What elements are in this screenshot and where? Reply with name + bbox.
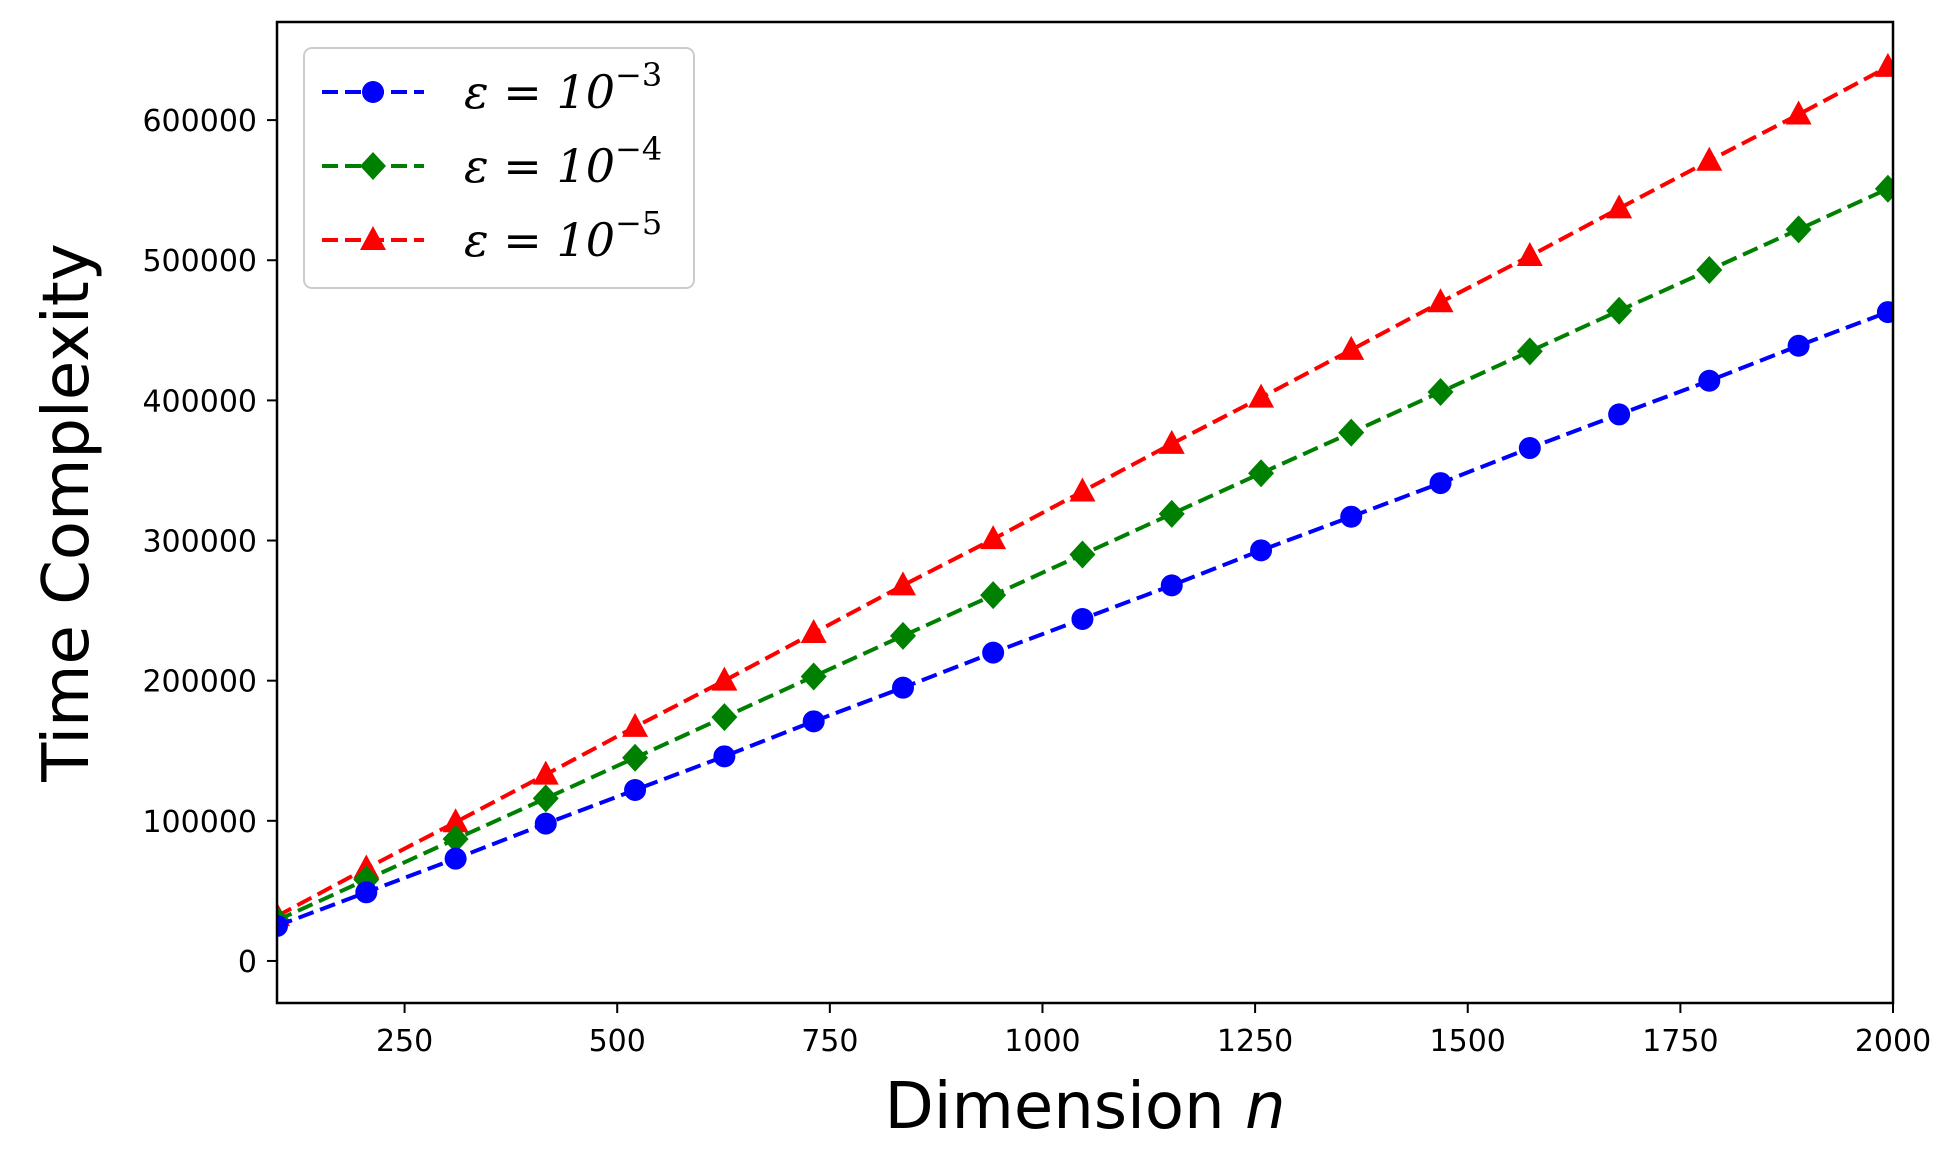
x-tick-label: 500 xyxy=(589,1024,646,1059)
y-axis: 0 100000 200000 300000 400000 500000 600000 xyxy=(142,104,277,980)
legend-box xyxy=(303,47,695,289)
data-point xyxy=(713,745,736,768)
data-point xyxy=(1427,288,1454,313)
data-point xyxy=(891,676,914,699)
data-point xyxy=(534,812,557,835)
data-point xyxy=(980,525,1007,550)
data-point xyxy=(444,847,467,870)
legend-label-prefix: ε = 10 xyxy=(464,139,615,193)
data-point xyxy=(1069,540,1096,569)
x-tick-label: 2000 xyxy=(1855,1024,1931,1059)
data-point xyxy=(1874,52,1893,77)
data-point xyxy=(1606,296,1633,325)
x-tick-label: 1500 xyxy=(1430,1024,1506,1059)
data-point xyxy=(1340,505,1363,528)
data-point xyxy=(1071,608,1094,631)
legend-label-prefix: ε = 10 xyxy=(464,65,615,119)
x-tick-label: 1750 xyxy=(1642,1024,1718,1059)
series-1 xyxy=(277,174,1893,935)
legend-entry: ε = 10−4 xyxy=(322,130,662,193)
data-point xyxy=(802,710,825,733)
legend-label-prefix: ε = 10 xyxy=(464,213,615,267)
data-point xyxy=(980,581,1007,610)
data-point xyxy=(1158,499,1185,528)
legend-label: ε = 10−4 xyxy=(464,130,662,193)
legend-label: ε = 10−5 xyxy=(464,204,662,267)
data-point xyxy=(1696,256,1723,285)
data-point xyxy=(442,808,469,833)
data-point xyxy=(1250,539,1273,562)
x-axis-title-variable: n xyxy=(1245,1070,1286,1144)
data-point xyxy=(1785,100,1812,125)
x-tick-label: 750 xyxy=(801,1024,858,1059)
y-tick-label: 0 xyxy=(238,945,257,980)
data-point xyxy=(622,712,649,737)
data-point xyxy=(532,784,559,813)
y-tick-label: 600000 xyxy=(142,104,257,139)
legend-label: ε = 10−3 xyxy=(464,56,662,119)
data-point xyxy=(711,703,738,732)
legend-label-exponent: −5 xyxy=(615,204,662,242)
y-tick-label: 500000 xyxy=(142,244,257,279)
series-layer xyxy=(277,52,1893,937)
data-point xyxy=(1518,437,1541,460)
x-axis: 250 500 750 1000 1250 1500 1750 2000 xyxy=(376,1003,1931,1059)
data-point xyxy=(1427,377,1454,406)
data-point xyxy=(532,760,559,785)
legend: ε = 10−3ε = 10−4ε = 10−5 xyxy=(303,47,695,289)
data-point xyxy=(1069,477,1096,502)
legend-marker xyxy=(362,81,384,103)
data-point xyxy=(1429,472,1452,495)
x-tick-label: 1250 xyxy=(1217,1024,1293,1059)
data-point xyxy=(1608,403,1631,426)
data-point xyxy=(982,641,1005,664)
legend-marker xyxy=(360,226,386,250)
y-tick-label: 100000 xyxy=(142,805,257,840)
legend-label-exponent: −3 xyxy=(615,56,662,94)
data-point xyxy=(889,621,916,650)
data-point xyxy=(624,778,647,801)
plot-frame xyxy=(275,20,1895,1005)
data-point xyxy=(1874,174,1893,203)
data-point xyxy=(800,662,827,691)
data-point xyxy=(442,825,469,854)
data-point xyxy=(1338,418,1365,447)
data-point xyxy=(800,619,827,644)
data-point xyxy=(1158,429,1185,454)
data-point xyxy=(1160,574,1183,597)
data-point xyxy=(889,571,916,596)
series-0 xyxy=(277,52,1893,927)
data-point xyxy=(1696,146,1723,171)
x-axis-title: Dimension n xyxy=(884,1070,1285,1144)
data-point xyxy=(1516,242,1543,267)
data-point xyxy=(1516,337,1543,366)
legend-entry: ε = 10−5 xyxy=(322,204,662,267)
data-point xyxy=(1338,335,1365,360)
data-point xyxy=(1787,334,1810,357)
x-tick-label: 1000 xyxy=(1004,1024,1080,1059)
data-point xyxy=(355,881,378,904)
data-point xyxy=(277,914,288,937)
data-point xyxy=(1248,459,1275,488)
data-point xyxy=(1698,369,1721,392)
y-tick-label: 300000 xyxy=(142,525,257,560)
series-2 xyxy=(277,301,1893,937)
y-tick-label: 400000 xyxy=(142,384,257,419)
data-point xyxy=(1606,194,1633,219)
data-point xyxy=(622,743,649,772)
legend-entry: ε = 10−3 xyxy=(322,56,662,119)
x-axis-title-text: Dimension xyxy=(884,1070,1224,1144)
data-point xyxy=(1876,301,1893,324)
legend-label-exponent: −4 xyxy=(615,130,662,168)
y-axis-title: Time Complexity xyxy=(30,243,104,782)
x-tick-label: 250 xyxy=(376,1024,433,1059)
data-point xyxy=(711,666,738,691)
legend-marker xyxy=(360,152,386,180)
data-point xyxy=(1785,215,1812,244)
y-tick-label: 200000 xyxy=(142,665,257,700)
data-point xyxy=(1248,383,1275,408)
